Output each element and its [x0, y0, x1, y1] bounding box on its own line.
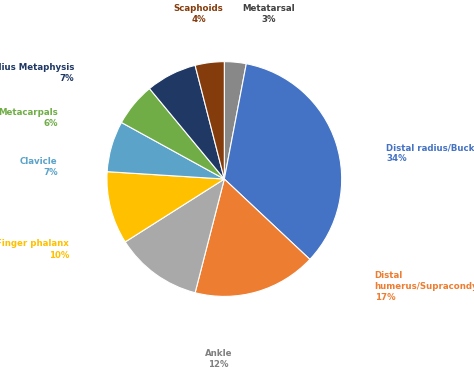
Text: Scaphoids
4%: Scaphoids 4%	[173, 4, 223, 24]
Text: Ankle
12%: Ankle 12%	[205, 349, 232, 369]
Wedge shape	[195, 179, 310, 297]
Wedge shape	[107, 172, 224, 242]
Wedge shape	[149, 65, 224, 179]
Wedge shape	[224, 62, 246, 179]
Wedge shape	[195, 62, 224, 179]
Text: Distal
humerus/Supracondylar
17%: Distal humerus/Supracondylar 17%	[374, 270, 474, 302]
Text: Clavicle
7%: Clavicle 7%	[20, 157, 58, 177]
Wedge shape	[107, 122, 224, 179]
Wedge shape	[125, 179, 224, 293]
Wedge shape	[121, 89, 224, 179]
Text: Radius Metaphysis
7%: Radius Metaphysis 7%	[0, 63, 74, 84]
Wedge shape	[224, 64, 342, 259]
Text: Distal radius/Buckle
34%: Distal radius/Buckle 34%	[386, 143, 474, 163]
Text: Metatarsal
3%: Metatarsal 3%	[243, 4, 295, 24]
Text: Finger phalanx
10%: Finger phalanx 10%	[0, 239, 69, 260]
Text: Metacarpals
6%: Metacarpals 6%	[0, 108, 58, 128]
